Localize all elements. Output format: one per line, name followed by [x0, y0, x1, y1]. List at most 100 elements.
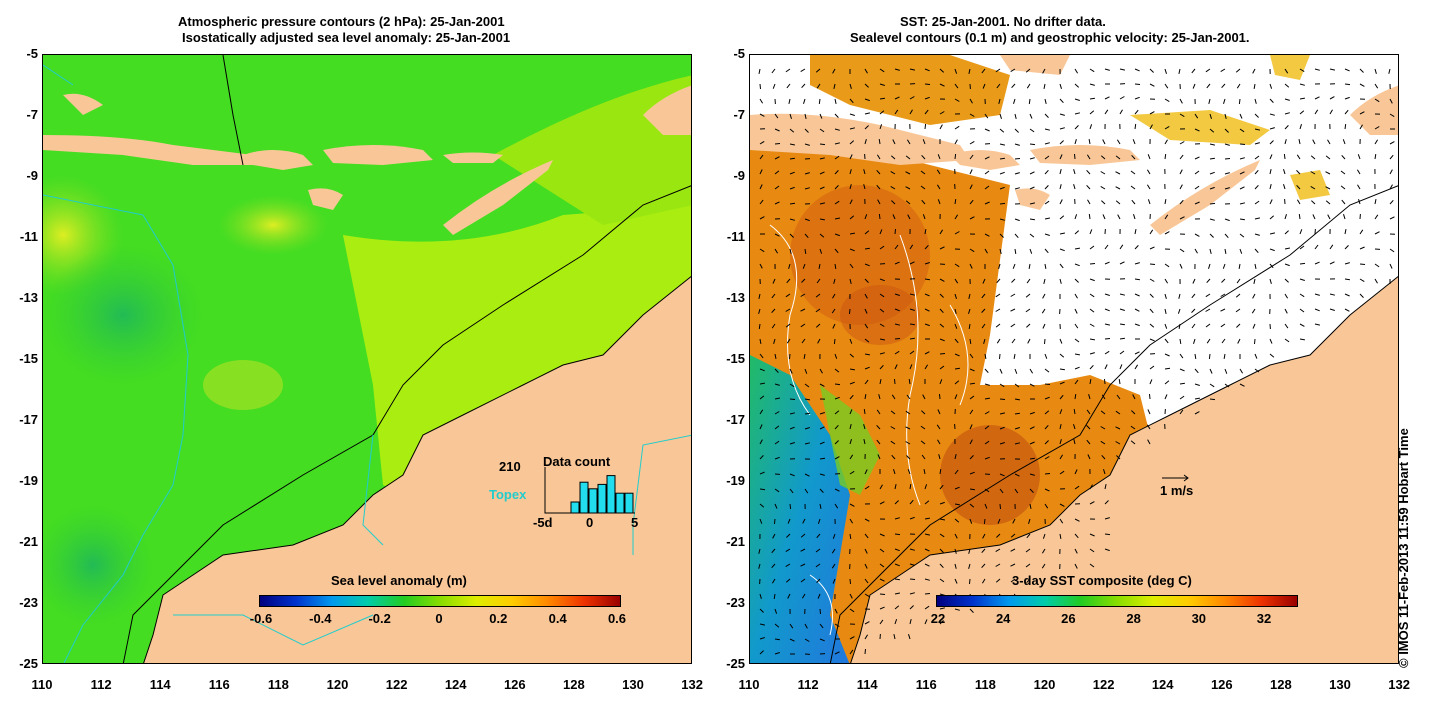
velocity-arrow — [800, 293, 806, 297]
velocity-arrow — [849, 338, 853, 344]
velocity-arrow — [968, 323, 971, 329]
velocity-arrow — [920, 425, 926, 430]
velocity-arrow — [759, 424, 763, 430]
velocity-arrow — [1010, 68, 1016, 73]
velocity-arrow — [1086, 184, 1091, 190]
velocity-arrow — [879, 278, 885, 282]
velocity-arrow — [771, 548, 776, 554]
velocity-arrow — [909, 323, 915, 326]
velocity-arrow — [1026, 533, 1031, 539]
velocity-arrow — [774, 201, 780, 205]
velocity-arrow — [759, 471, 765, 475]
velocity-arrow — [819, 473, 825, 476]
velocity-arrow — [819, 233, 825, 238]
velocity-arrow — [773, 593, 776, 599]
velocity-arrow — [909, 618, 912, 625]
velocity-arrow — [1029, 383, 1035, 387]
velocity-arrow — [1344, 293, 1350, 297]
velocity-arrow — [1134, 308, 1140, 312]
velocity-arrow — [968, 563, 971, 569]
velocity-arrow — [1224, 172, 1230, 175]
velocity-arrow — [1029, 233, 1035, 238]
velocity-arrow — [1027, 338, 1031, 344]
velocity-arrow — [1269, 183, 1272, 190]
velocity-arrow — [1342, 139, 1346, 145]
velocity-arrow — [1086, 154, 1091, 160]
velocity-arrow — [1026, 278, 1031, 284]
velocity-arrow — [1224, 218, 1230, 222]
velocity-arrow — [864, 379, 869, 385]
velocity-arrow — [1149, 278, 1155, 282]
velocity-arrow — [1194, 128, 1200, 132]
velocity-arrow — [982, 278, 986, 284]
velocity-arrow — [1119, 308, 1125, 311]
velocity-arrow — [1011, 338, 1016, 344]
velocity-arrow — [999, 218, 1005, 221]
velocity-arrow — [834, 263, 837, 269]
velocity-arrow — [785, 68, 791, 73]
velocity-arrow — [1359, 229, 1364, 235]
velocity-arrow — [894, 244, 899, 250]
velocity-arrow — [1119, 109, 1123, 115]
velocity-arrow — [1341, 199, 1346, 205]
velocity-arrow — [1164, 83, 1169, 89]
velocity-arrow — [1089, 245, 1095, 250]
velocity-arrow — [1269, 199, 1273, 205]
velocity-arrow — [849, 248, 855, 252]
velocity-arrow — [1014, 427, 1020, 430]
velocity-arrow — [1073, 409, 1076, 415]
velocity-arrow — [1147, 439, 1151, 445]
velocity-arrow — [1029, 113, 1033, 119]
velocity-arrow — [954, 608, 960, 611]
velocity-arrow — [954, 367, 960, 370]
velocity-arrow — [924, 293, 930, 297]
velocity-arrow — [983, 338, 986, 344]
velocity-arrow — [1389, 113, 1395, 118]
velocity-arrow — [788, 263, 791, 269]
velocity-arrow — [804, 172, 810, 175]
velocity-arrow — [984, 248, 988, 254]
velocity-arrow — [878, 394, 881, 400]
velocity-arrow — [774, 652, 780, 655]
velocity-arrow — [1239, 143, 1246, 145]
velocity-arrow — [759, 650, 764, 655]
velocity-arrow — [816, 83, 821, 89]
lon-tick-label: 124 — [1151, 677, 1174, 692]
velocity-arrow — [1104, 261, 1110, 265]
velocity-arrow — [849, 127, 856, 130]
velocity-arrow — [893, 633, 896, 640]
lon-tick-label: 132 — [681, 677, 703, 692]
velocity-arrow — [774, 411, 780, 415]
velocity-arrow — [1134, 123, 1137, 130]
velocity-arrow — [849, 470, 855, 475]
velocity-arrow — [758, 548, 761, 554]
velocity-arrow — [894, 592, 900, 595]
velocity-arrow — [1325, 200, 1331, 205]
velocity-arrow — [1134, 351, 1140, 355]
velocity-arrow — [1344, 245, 1349, 250]
velocity-arrow — [1029, 157, 1035, 160]
velocity-arrow — [849, 593, 853, 599]
velocity-arrow — [1359, 68, 1364, 73]
velocity-arrow — [894, 548, 900, 552]
velocity-arrow — [877, 454, 881, 460]
velocity-arrow — [815, 323, 821, 328]
velocity-arrow — [1359, 83, 1365, 87]
velocity-arrow — [787, 518, 791, 524]
velocity-arrow — [891, 394, 896, 400]
velocity-arrow — [1179, 98, 1183, 104]
velocity-arrow — [819, 368, 823, 374]
velocity-arrow — [1014, 473, 1020, 477]
velocity-arrow — [984, 383, 990, 386]
velocity-arrow — [984, 156, 990, 160]
hist-axis-left: -5d — [533, 515, 553, 530]
velocity-arrow — [879, 229, 883, 235]
velocity-arrow — [984, 113, 989, 119]
velocity-arrow — [1344, 68, 1350, 72]
velocity-arrow — [774, 456, 780, 460]
velocity-arrow — [1223, 98, 1226, 104]
velocity-arrow — [1359, 124, 1363, 130]
velocity-arrow — [1044, 396, 1050, 400]
velocity-arrow — [1209, 383, 1215, 388]
velocity-arrow — [1089, 533, 1095, 537]
